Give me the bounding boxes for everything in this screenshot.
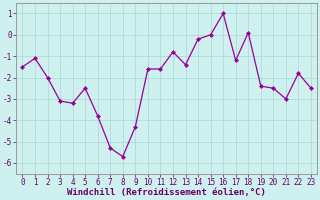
- X-axis label: Windchill (Refroidissement éolien,°C): Windchill (Refroidissement éolien,°C): [67, 188, 266, 197]
